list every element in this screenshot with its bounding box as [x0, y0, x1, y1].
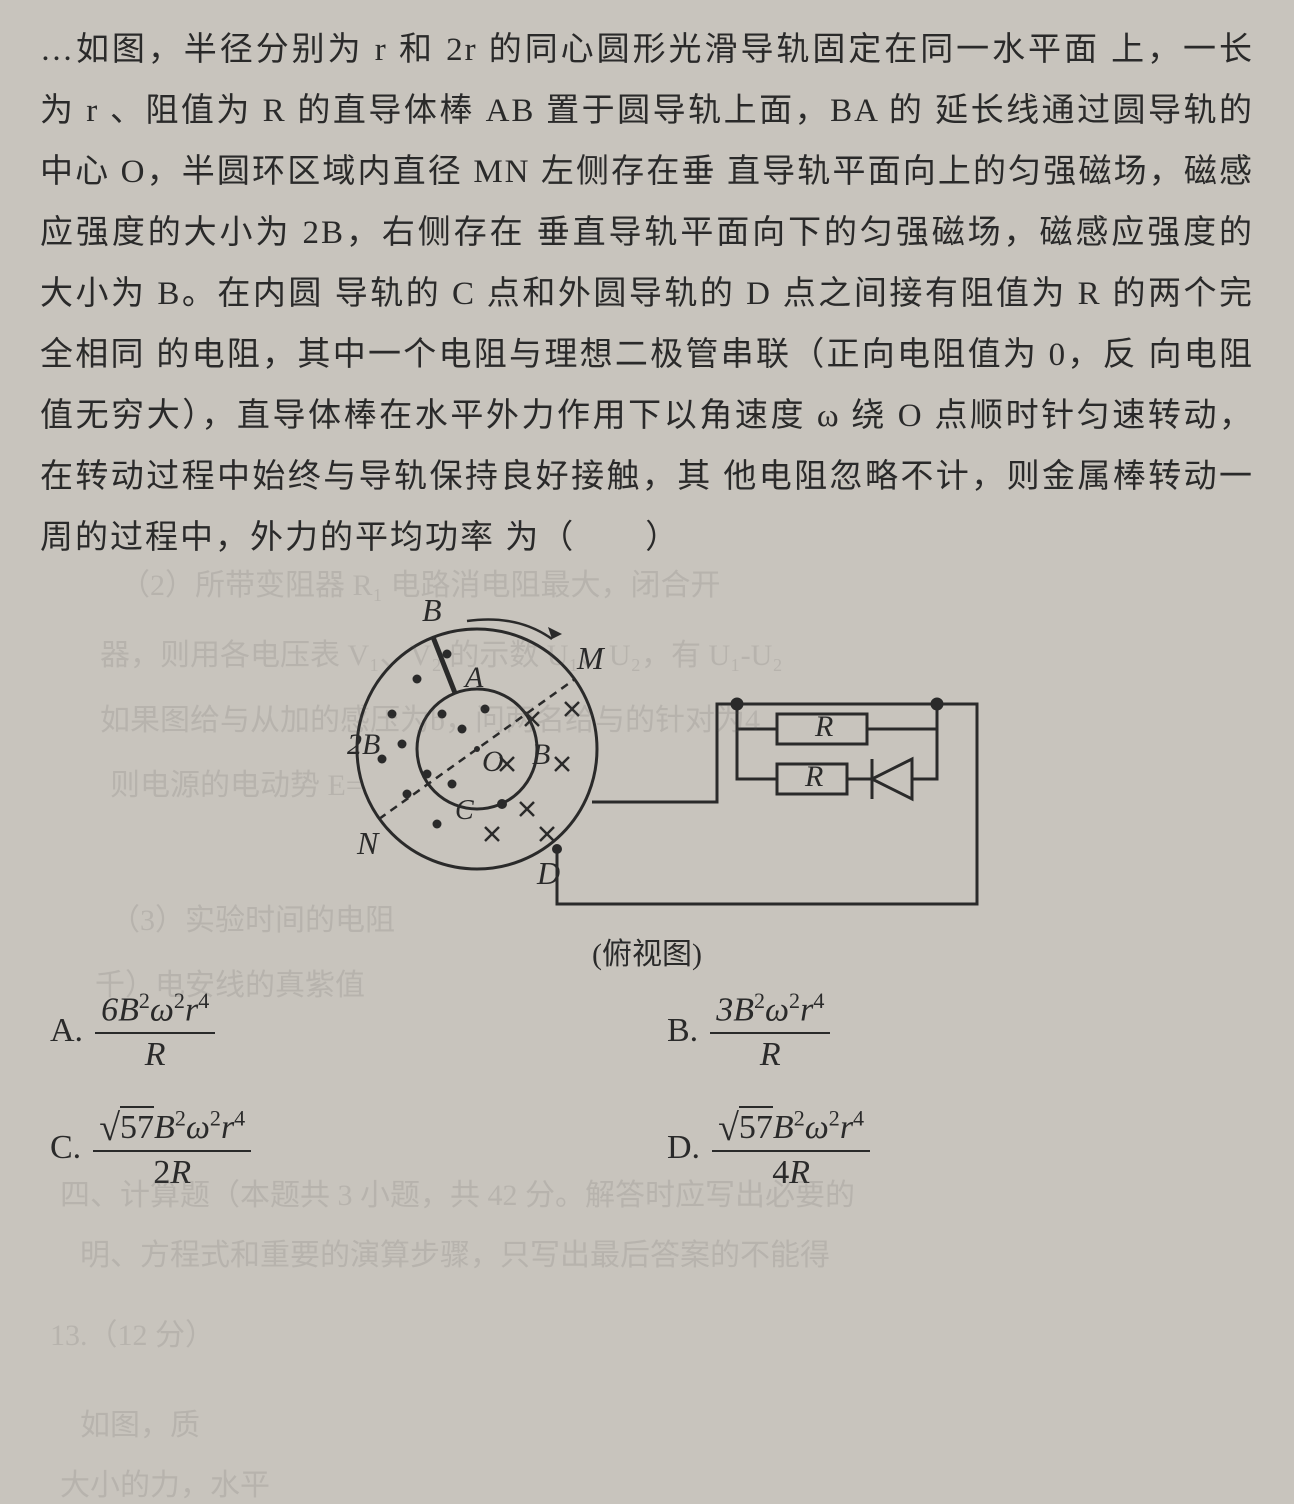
- label-B-top: B: [422, 592, 442, 628]
- label-2B: 2B: [347, 728, 380, 761]
- option-D: D. √57B2ω2r4 4R: [667, 1104, 1244, 1192]
- line: 为（ ）: [505, 520, 680, 556]
- ghost-text: 大小的力，水平: [60, 1460, 270, 1504]
- ghost-text: 13.（12 分）: [50, 1310, 215, 1354]
- label-A: A: [463, 661, 484, 694]
- option-label: C.: [50, 1129, 81, 1167]
- problem-statement: …如图，半径分别为 r 和 2r 的同心圆形光滑导轨固定在同一水平面 上，一长为…: [40, 20, 1254, 569]
- figure-container: R R: [40, 584, 1254, 924]
- label-D: D: [536, 855, 560, 891]
- label-B-field: B: [532, 738, 550, 771]
- resistor-label-2: R: [804, 760, 823, 793]
- ghost-text: 明、方程式和重要的演算步骤，只写出最后答案的不能得: [80, 1230, 830, 1274]
- line: 的电阻，其中一个电阻与理想二极管串联（正向电阻值为 0，反: [156, 337, 1138, 373]
- option-label: A.: [50, 1012, 83, 1050]
- figure-caption: (俯视图): [40, 929, 1254, 973]
- option-C: C. √57B2ω2r4 2R: [50, 1104, 627, 1192]
- option-label: B.: [667, 1012, 698, 1050]
- physics-diagram: R R: [297, 584, 997, 924]
- label-C: C: [455, 795, 474, 826]
- resistor-label-1: R: [814, 710, 833, 743]
- option-A: A. 6B2ω2r4 R: [50, 988, 627, 1073]
- label-O: O: [482, 745, 504, 778]
- label-M: M: [576, 640, 606, 676]
- option-B: B. 3B2ω2r4 R: [667, 988, 1244, 1073]
- ghost-text: 如图，质: [80, 1400, 200, 1444]
- answer-options: A. 6B2ω2r4 R B. 3B2ω2r4 R C. √57B2ω2r4 2…: [40, 988, 1254, 1191]
- label-N: N: [356, 825, 380, 861]
- option-label: D.: [667, 1129, 700, 1167]
- line: …如图，半径分别为 r 和 2r 的同心圆形光滑导轨固定在同一水平面: [40, 32, 1100, 68]
